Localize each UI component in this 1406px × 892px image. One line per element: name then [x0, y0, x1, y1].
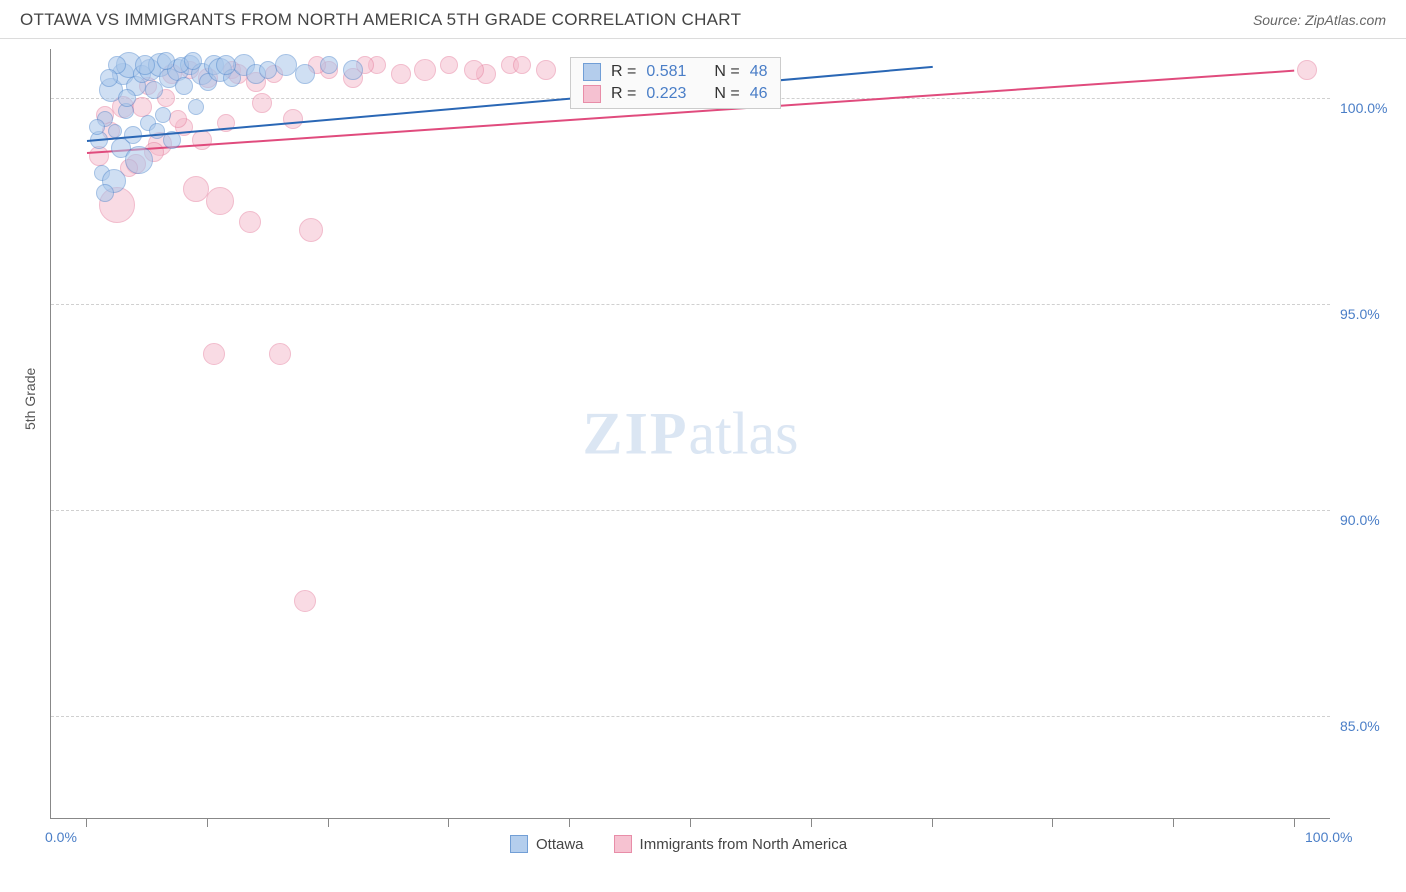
- data-point: [206, 187, 234, 215]
- data-point: [183, 176, 209, 202]
- data-point: [100, 69, 118, 87]
- data-point: [184, 52, 202, 70]
- data-point: [513, 56, 531, 74]
- data-point: [269, 343, 291, 365]
- swatch-immigrants-bottom: [614, 835, 632, 853]
- watermark-bold: ZIP: [583, 400, 689, 466]
- data-point: [89, 146, 109, 166]
- correlation-legend: R = 0.581 N = 48 R = 0.223 N = 46: [570, 57, 781, 109]
- series-legend: Ottawa Immigrants from North America: [510, 835, 847, 853]
- data-point: [157, 52, 175, 70]
- r-prefix-2: R =: [611, 85, 636, 103]
- data-point: [295, 64, 315, 84]
- source-label: Source:: [1253, 12, 1301, 28]
- x-tick-mark: [207, 819, 208, 827]
- x-tick-mark: [569, 819, 570, 827]
- data-point: [216, 55, 236, 75]
- n-prefix: N =: [714, 63, 739, 81]
- gridline: [51, 716, 1330, 717]
- data-point: [299, 218, 323, 242]
- data-point: [464, 60, 484, 80]
- r-value-immigrants: 0.223: [646, 85, 686, 103]
- source-attribution: Source: ZipAtlas.com: [1253, 12, 1386, 28]
- data-point: [149, 123, 165, 139]
- r-prefix: R =: [611, 63, 636, 81]
- chart-header: OTTAWA VS IMMIGRANTS FROM NORTH AMERICA …: [0, 0, 1406, 39]
- n-value-immigrants: 46: [750, 85, 768, 103]
- data-point: [135, 55, 155, 75]
- gridline: [51, 510, 1330, 511]
- n-value-ottawa: 48: [750, 63, 768, 81]
- x-tick-max: 100.0%: [1305, 829, 1352, 845]
- legend-row-immigrants: R = 0.223 N = 46: [571, 83, 780, 105]
- data-point: [283, 109, 303, 129]
- x-tick-min: 0.0%: [45, 829, 77, 845]
- data-point: [391, 64, 411, 84]
- swatch-ottawa: [583, 63, 601, 81]
- legend-row-ottawa: R = 0.581 N = 48: [571, 61, 780, 83]
- data-point: [252, 93, 272, 113]
- legend-label-immigrants: Immigrants from North America: [640, 836, 848, 853]
- data-point: [155, 107, 171, 123]
- legend-item-ottawa: Ottawa: [510, 835, 584, 853]
- x-tick-mark: [1294, 819, 1295, 827]
- data-point: [294, 590, 316, 612]
- r-value-ottawa: 0.581: [646, 63, 686, 81]
- data-point: [536, 60, 556, 80]
- data-point: [203, 343, 225, 365]
- x-tick-mark: [328, 819, 329, 827]
- chart-title: OTTAWA VS IMMIGRANTS FROM NORTH AMERICA …: [20, 10, 741, 30]
- data-point: [320, 56, 338, 74]
- watermark-light: atlas: [689, 400, 799, 466]
- chart-area: ZIPatlas R = 0.581 N = 48 R = 0.223 N = …: [50, 49, 1380, 819]
- data-point: [96, 184, 114, 202]
- data-point: [169, 110, 187, 128]
- watermark: ZIPatlas: [583, 399, 799, 468]
- data-point: [89, 119, 105, 135]
- x-tick-mark: [690, 819, 691, 827]
- x-tick-mark: [1052, 819, 1053, 827]
- n-prefix-2: N =: [714, 85, 739, 103]
- swatch-immigrants: [583, 85, 601, 103]
- x-tick-mark: [86, 819, 87, 827]
- data-point: [188, 99, 204, 115]
- gridline: [51, 304, 1330, 305]
- y-tick-label: 100.0%: [1340, 100, 1387, 116]
- legend-item-immigrants: Immigrants from North America: [614, 835, 848, 853]
- y-axis-label: 5th Grade: [22, 368, 38, 430]
- swatch-ottawa-bottom: [510, 835, 528, 853]
- data-point: [125, 146, 153, 174]
- data-point: [175, 77, 193, 95]
- data-point: [343, 60, 363, 80]
- data-point: [414, 59, 436, 81]
- legend-label-ottawa: Ottawa: [536, 836, 584, 853]
- data-point: [239, 211, 261, 233]
- data-point: [145, 81, 163, 99]
- x-tick-mark: [811, 819, 812, 827]
- plot-region: ZIPatlas: [50, 49, 1330, 819]
- y-tick-label: 90.0%: [1340, 512, 1380, 528]
- y-tick-label: 85.0%: [1340, 718, 1380, 734]
- source-name: ZipAtlas.com: [1305, 12, 1386, 28]
- x-tick-mark: [448, 819, 449, 827]
- x-tick-mark: [932, 819, 933, 827]
- data-point: [440, 56, 458, 74]
- y-tick-label: 95.0%: [1340, 306, 1380, 322]
- data-point: [1297, 60, 1317, 80]
- data-point: [118, 89, 136, 107]
- x-tick-mark: [1173, 819, 1174, 827]
